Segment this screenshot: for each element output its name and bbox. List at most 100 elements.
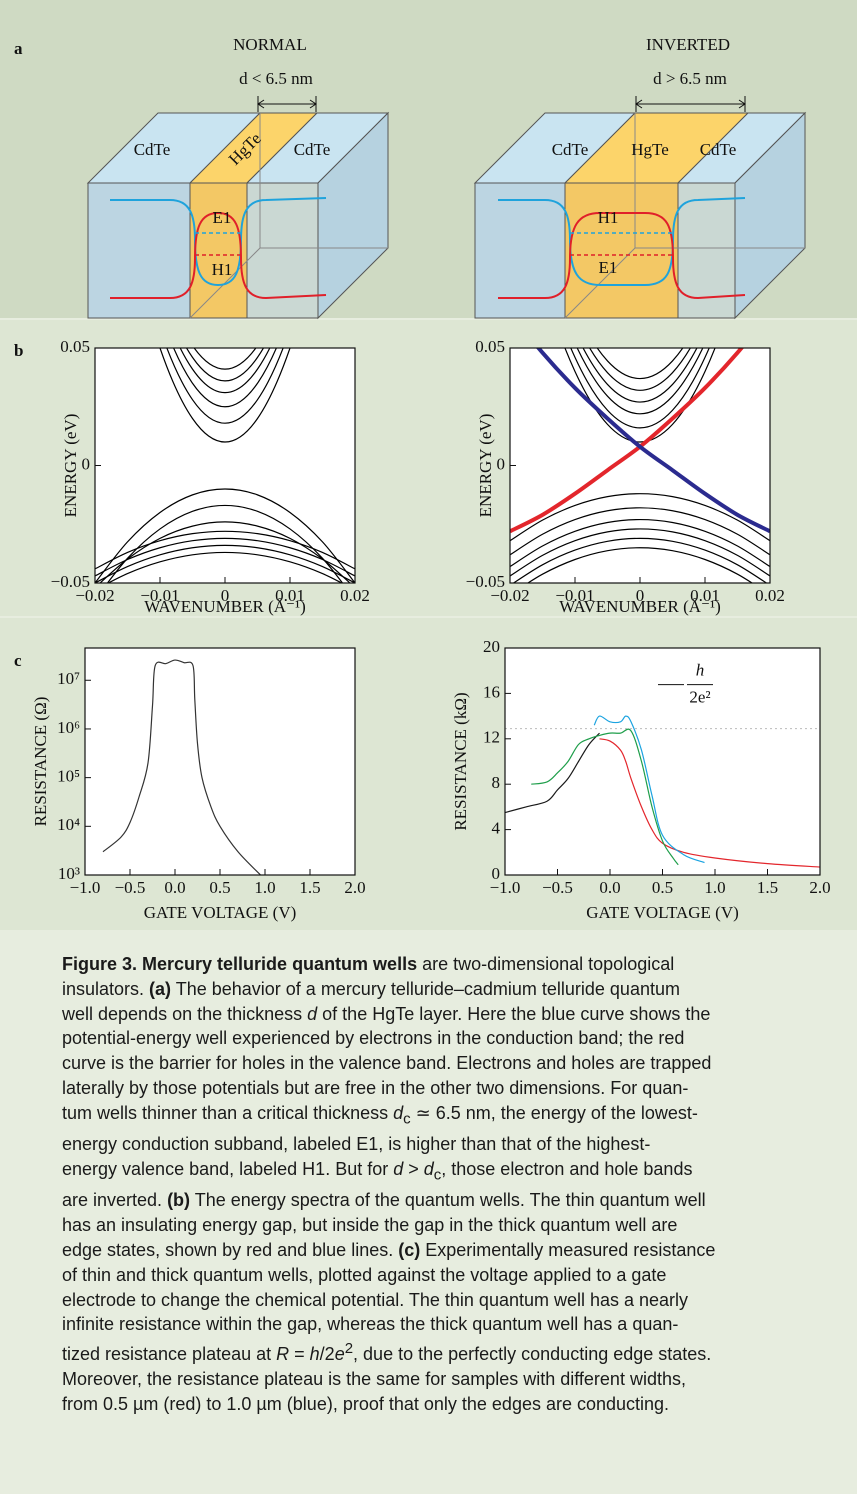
x-tick-label: 0.5 xyxy=(209,878,230,897)
caption-text: well depends on the thickness xyxy=(62,1003,308,1024)
caption: Figure 3. Mercury telluride quantum well… xyxy=(0,930,857,1494)
y-tick-label: 10³ xyxy=(58,864,80,883)
caption-line: insulators. (a) The behavior of a mercur… xyxy=(62,977,857,1002)
layer-label: CdTe xyxy=(700,140,737,159)
data-line xyxy=(531,728,679,866)
x-tick-label: −0.01 xyxy=(140,586,179,605)
caption-line: curve is the barrier for holes in the va… xyxy=(62,1051,857,1076)
layer-label: CdTe xyxy=(294,140,331,159)
y-axis-label: ENERGY (eV) xyxy=(61,414,80,518)
data-line xyxy=(570,348,710,429)
y-axis-label: RESISTANCE (Ω) xyxy=(31,697,50,827)
caption-line: Moreover, the resistance plateau is the … xyxy=(62,1367,857,1392)
x-tick-label: −1.0 xyxy=(70,878,101,897)
data-line xyxy=(510,528,770,577)
x-tick-label: 1.5 xyxy=(757,878,778,897)
caption-line: energy conduction subband, labeled E1, i… xyxy=(62,1132,857,1157)
layer-label: HgTe xyxy=(631,140,669,159)
data-line xyxy=(193,348,257,370)
data-line xyxy=(172,348,278,408)
x-axis-label: GATE VOLTAGE (V) xyxy=(586,903,739,922)
caption-line: well depends on the thickness d of the H… xyxy=(62,1002,857,1027)
caption-line: energy valence band, labeled H1. But for… xyxy=(62,1157,857,1188)
caption-text: c xyxy=(403,1110,411,1128)
caption-text: Moreover, the resistance plateau is the … xyxy=(62,1368,686,1389)
x-tick-label: 0 xyxy=(221,586,230,605)
caption-text: potential-energy well experienced by ele… xyxy=(62,1028,685,1049)
y-tick-label: 12 xyxy=(483,728,500,747)
caption-text: d xyxy=(393,1102,404,1123)
diagram-title: INVERTED xyxy=(646,35,730,54)
y-tick-label: 4 xyxy=(492,819,501,838)
caption-text: from 0.5 µm (red) to 1.0 µm (blue), proo… xyxy=(62,1393,670,1414)
dimension-label: d > 6.5 nm xyxy=(653,69,727,88)
caption-line: are inverted. (b) The energy spectra of … xyxy=(62,1188,857,1213)
data-line xyxy=(179,348,271,394)
data-line xyxy=(576,348,704,415)
layer-label: CdTe xyxy=(134,140,171,159)
layer-label: CdTe xyxy=(552,140,589,159)
data-line xyxy=(95,537,355,577)
y-tick-label: 0 xyxy=(82,454,91,473)
caption-text: The energy spectra of the quantum wells.… xyxy=(190,1190,706,1211)
caption-text: d xyxy=(423,1158,434,1179)
caption-text: ≃ 6.5 nm, the energy of the lowest- xyxy=(410,1102,698,1123)
x-tick-label: −0.5 xyxy=(542,878,573,897)
diagram-inverted xyxy=(473,96,807,320)
y-tick-label: 20 xyxy=(483,637,500,656)
data-line xyxy=(99,521,351,583)
diagram-normal xyxy=(86,96,390,320)
caption-text: infinite resistance within the gap, wher… xyxy=(62,1314,679,1335)
level-label: H1 xyxy=(212,260,233,279)
y-tick-label: 10⁴ xyxy=(57,815,80,834)
caption-text: = xyxy=(289,1344,310,1365)
x-tick-label: −0.02 xyxy=(490,586,529,605)
caption-text: d xyxy=(307,1003,318,1024)
x-axis-label: WAVENUMBER (Å⁻¹) xyxy=(144,597,306,616)
caption-text: of the HgTe layer. Here the blue curve s… xyxy=(317,1003,711,1024)
plot-area xyxy=(510,348,770,583)
x-tick-label: 0.01 xyxy=(275,586,305,605)
x-tick-label: −0.01 xyxy=(555,586,594,605)
caption-text: curve is the barrier for holes in the va… xyxy=(62,1053,712,1074)
plot-series xyxy=(102,659,261,875)
data-line xyxy=(510,518,770,568)
plot-area xyxy=(505,648,820,875)
y-tick-label: 16 xyxy=(483,682,500,701)
x-tick-label: 2.0 xyxy=(809,878,830,897)
plot-area xyxy=(85,648,355,875)
annotation-text: 2e² xyxy=(689,687,710,706)
panel-label: c xyxy=(14,651,22,670)
level-label: H1 xyxy=(598,208,619,227)
caption-text: 2 xyxy=(344,1340,354,1358)
data-line xyxy=(582,348,698,403)
x-tick-label: 1.0 xyxy=(704,878,725,897)
plot-series xyxy=(95,348,355,583)
x-tick-label: 0.02 xyxy=(755,586,785,605)
caption-text: (b) xyxy=(167,1190,191,1211)
caption-text: (a) xyxy=(149,978,172,999)
y-tick-label: −0.05 xyxy=(51,572,90,591)
caption-line: laterally by those potentials but are fr… xyxy=(62,1076,857,1101)
caption-line: of thin and thick quantum wells, plotted… xyxy=(62,1263,857,1288)
caption-text: has an insulating energy gap, but inside… xyxy=(62,1215,678,1236)
caption-line: potential-energy well experienced by ele… xyxy=(62,1026,857,1051)
diagram-title: NORMAL xyxy=(233,35,307,54)
data-line xyxy=(588,348,692,391)
data-line xyxy=(159,348,291,443)
caption-text: Figure 3. Mercury telluride quantum well… xyxy=(62,954,418,974)
caption-text: c xyxy=(433,1166,442,1184)
caption-text: , those electron and hole bands xyxy=(441,1158,693,1179)
x-axis-label: GATE VOLTAGE (V) xyxy=(144,903,297,922)
data-line xyxy=(510,493,770,542)
y-tick-label: 0 xyxy=(497,454,506,473)
data-line xyxy=(505,732,600,814)
x-tick-label: 0.01 xyxy=(690,586,720,605)
plot-area xyxy=(95,348,355,583)
caption-line: edge states, shown by red and blue lines… xyxy=(62,1238,857,1263)
data-line xyxy=(593,715,705,864)
dimension-label: d < 6.5 nm xyxy=(239,69,313,88)
panel-label: b xyxy=(14,341,23,360)
caption-line: tum wells thinner than a critical thickn… xyxy=(62,1101,857,1132)
y-tick-label: 0.05 xyxy=(60,337,90,356)
